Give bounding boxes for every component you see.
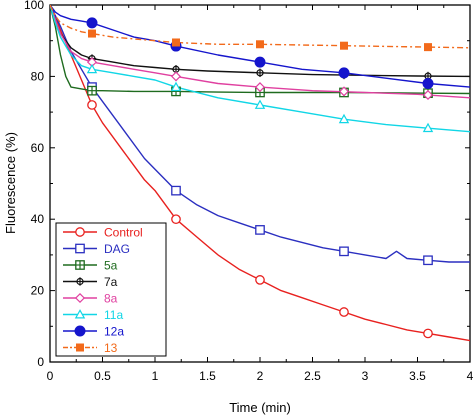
data-point-dag [255,225,265,235]
series-markers [86,17,434,339]
x-tick-label: 0.5 [94,369,111,383]
x-tick-label: 3.5 [409,369,426,383]
y-tick-label: 40 [31,212,45,226]
axis-ticks [49,4,471,363]
legend-label-11a: 11a [104,308,123,322]
data-point-12a [338,67,350,79]
data-point-8a [338,86,350,97]
y-tick-label: 0 [37,355,44,369]
data-point-8a [254,82,266,93]
data-point-control [423,328,433,339]
data-point-13 [424,43,432,52]
legend-marker-control [75,227,85,237]
data-point-11a [254,99,266,109]
legend-label-12a: 12a [104,325,124,339]
x-axis-title: Time (min) [229,400,291,415]
x-tick-label: 1.5 [199,369,216,383]
y-tick-label: 20 [31,284,45,298]
data-point-13 [172,38,180,47]
data-point-11a [86,63,98,74]
legend-label-8a: 8a [104,292,118,306]
y-tick-label: 80 [31,69,45,83]
y-tick-label: 100 [24,0,44,12]
data-point-5a [87,85,97,96]
data-point-dag [423,255,433,266]
data-point-12a [422,78,434,90]
x-tick-label: 0 [47,369,54,383]
data-point-control [171,214,181,225]
data-point-11a [170,81,182,92]
x-tick-label: 2 [257,369,264,383]
x-tick-label: 4 [467,369,474,383]
data-point-7a [255,68,265,78]
data-point-control [339,307,349,317]
legend-marker-13 [76,343,84,352]
legend-marker-11a [74,309,86,319]
data-point-8a [170,71,182,82]
x-tick-label: 3 [362,369,369,383]
series-line-control [50,5,470,342]
legend-label-dag: DAG [104,242,130,256]
legend: Control DAG 5a 7a 8a 11a 12a 13 [55,222,167,357]
series-line-8a [50,5,470,99]
y-axis-title: Fluorescence (%) [3,132,18,234]
data-point-dag [339,246,349,257]
series-lines [50,5,470,342]
data-point-control [87,100,97,110]
data-point-13 [340,41,348,50]
legend-label-control: Control [104,226,143,240]
legend-label-13: 13 [104,341,118,355]
legend-label-7a: 7a [104,275,118,289]
data-point-12a [254,56,266,68]
data-point-11a [338,113,350,124]
legend-label-5a: 5a [104,259,118,273]
series-line-7a [50,5,470,78]
data-point-13 [88,29,96,38]
x-tick-label: 1 [152,369,159,383]
legend-marker-7a [75,277,85,286]
series-line-dag [50,5,470,263]
legend-marker-8a [74,292,86,304]
legend-marker-12a [74,325,86,337]
data-point-control [255,275,265,285]
data-point-12a [86,17,98,29]
legend-marker-dag [75,243,85,254]
series-line-13 [50,5,470,49]
data-point-dag [171,185,181,196]
legend-box [55,222,167,357]
x-tick-label: 2.5 [304,369,321,383]
series-line-11a [50,5,470,133]
y-tick-label: 60 [31,141,45,155]
data-point-8a [422,89,434,101]
data-point-13 [256,40,264,49]
data-point-11a [422,122,434,133]
legend-marker-5a [75,260,85,270]
